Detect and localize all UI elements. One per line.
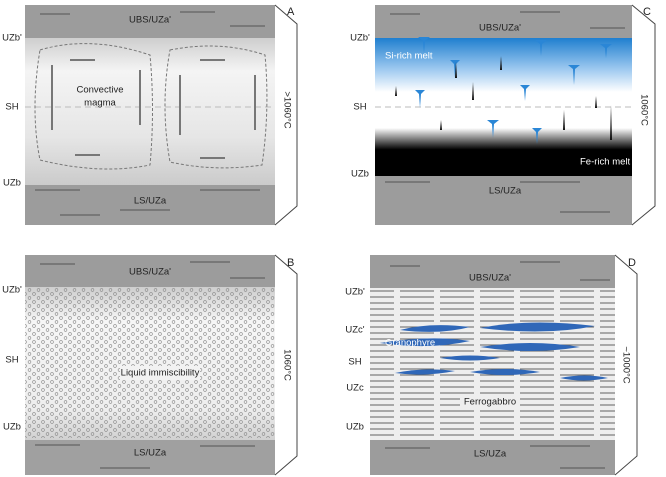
temperature: 1060°C — [638, 94, 649, 126]
panel-letter: C — [643, 6, 651, 18]
annotation: Convective — [77, 85, 124, 96]
side-label: UZc' — [345, 325, 364, 336]
side-label: UZb — [3, 178, 21, 189]
side-label: UZb' — [345, 287, 365, 298]
side-label: SH — [5, 102, 18, 113]
panel-letter: D — [628, 257, 636, 269]
side-label: SH — [348, 357, 361, 368]
convection-cell — [164, 45, 268, 169]
layering — [35, 11, 265, 216]
temperature: ~1000°C — [620, 346, 631, 383]
side-label: UZb — [351, 169, 369, 180]
side-label: UZb' — [2, 285, 22, 296]
si-rich-droplets — [415, 37, 612, 144]
annotation: Ferrogabbro — [464, 397, 516, 408]
label-backdrop — [120, 366, 200, 380]
panel-c: UBS/UZa' LS/UZa UZb' SH UZb Si-rich melt… — [350, 4, 656, 226]
granophyre-lenses — [380, 322, 608, 381]
immiscible-droplets — [25, 288, 275, 438]
layering — [385, 11, 625, 213]
convection-cell — [34, 43, 153, 170]
bottom-label: LS/UZa — [134, 448, 167, 459]
side-label: UZc — [346, 383, 364, 394]
bracket — [631, 4, 656, 226]
annotation: Fe-rich melt — [580, 157, 631, 168]
annotation: Si-rich melt — [385, 51, 433, 62]
bottom-label: LS/UZa — [134, 196, 167, 207]
bracket — [274, 254, 298, 476]
fe-rich-droplets — [395, 56, 612, 140]
side-label: UZb — [3, 422, 21, 433]
annotation: Granophyre — [385, 338, 435, 349]
top-label: UBS/UZa' — [129, 267, 171, 278]
annotation: magma — [84, 98, 116, 109]
top-label: UBS/UZa' — [479, 23, 521, 34]
fe-rich-melt — [375, 128, 632, 176]
panel-b: UBS/UZa' LS/UZa UZb' SH UZb Liquid immis… — [2, 254, 298, 476]
layering — [370, 290, 615, 440]
roof-band — [375, 5, 632, 38]
side-label: SH — [5, 355, 18, 366]
panel-letter: B — [287, 257, 294, 269]
roof-band — [25, 255, 275, 287]
panel-letter: A — [287, 6, 295, 18]
annotation: Liquid immiscibility — [121, 368, 200, 379]
floor-band — [25, 185, 275, 225]
floor-band — [375, 176, 632, 225]
bracket — [274, 4, 298, 226]
side-label: UZb' — [350, 33, 370, 44]
roof-band — [370, 255, 615, 288]
temperature: >1060°C — [281, 91, 292, 128]
side-label: SH — [353, 102, 366, 113]
label-backdrop — [460, 395, 520, 409]
panel-d: UBS/UZa' LS/UZa UZb' UZc' SH UZc UZb Gra… — [345, 254, 638, 476]
top-label: UBS/UZa' — [469, 273, 511, 284]
top-label: UBS/UZa' — [129, 15, 171, 26]
panel-a: UBS/UZa' LS/UZa UZb' SH UZb Convective m… — [2, 4, 298, 226]
bracket — [614, 254, 638, 476]
side-label: UZb' — [2, 33, 22, 44]
layering — [385, 261, 610, 469]
bottom-label: LS/UZa — [489, 186, 522, 197]
temperature: 1060°C — [281, 349, 292, 381]
roof-band — [25, 5, 275, 38]
layering — [35, 261, 265, 469]
si-rich-melt — [375, 38, 632, 128]
side-label: UZb — [346, 422, 364, 433]
bottom-label: LS/UZa — [474, 449, 507, 460]
flow-arrows — [51, 59, 256, 159]
